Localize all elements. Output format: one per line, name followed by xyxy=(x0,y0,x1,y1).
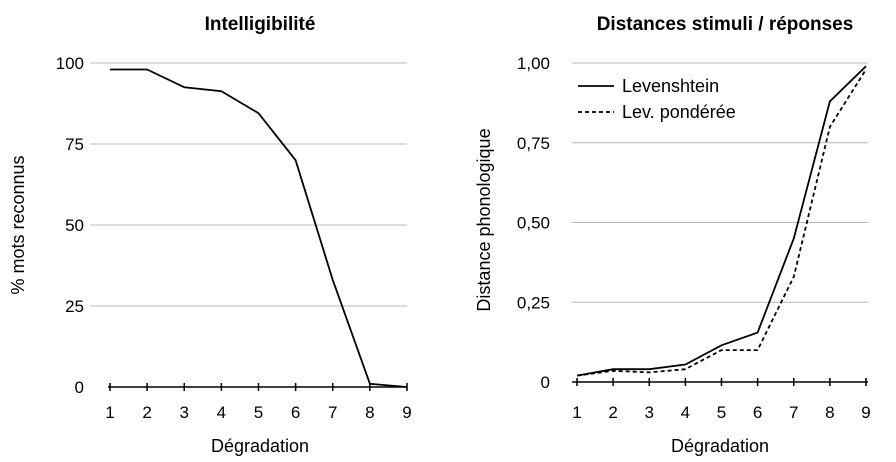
y-axis-label: % mots reconnus xyxy=(8,155,28,294)
y-tick-label: 25 xyxy=(65,297,84,316)
x-axis-label: Dégradation xyxy=(211,436,309,456)
y-tick-label: 75 xyxy=(65,135,84,154)
y-tick-label: 1,00 xyxy=(517,54,550,73)
chart-title: Intelligibilité xyxy=(205,14,316,35)
x-tick-label: 4 xyxy=(217,403,226,422)
x-tick-label: 2 xyxy=(608,403,617,422)
chart-title: Distances stimuli / réponses xyxy=(597,14,854,35)
y-axis-label: Distance phonologique xyxy=(474,128,494,311)
intelligibility-chart: Intelligibilité 0 25 50 75 100 1 2 3 4 5 6 7 8 9 Dég… xyxy=(8,14,412,456)
y-tick-label: 50 xyxy=(65,216,84,235)
x-tick-label: 1 xyxy=(572,403,581,422)
x-tick-label: 5 xyxy=(717,403,726,422)
legend-entry-levenshtein: Levenshtein xyxy=(622,76,719,96)
x-tick-label: 9 xyxy=(402,403,411,422)
y-tick-label: 0,50 xyxy=(517,214,550,233)
y-tick-label: 0 xyxy=(75,378,84,397)
series-line-lev-pond-r-e xyxy=(576,68,867,377)
y-tick-label: 0,25 xyxy=(517,293,550,312)
x-tick-label: 5 xyxy=(254,403,263,422)
y-tick-label: 100 xyxy=(56,54,84,73)
y-tick-label: 0 xyxy=(541,373,550,392)
legend-entry-lev-ponderee: Lev. pondérée xyxy=(622,102,736,122)
legend: Levenshtein Lev. pondérée xyxy=(578,76,736,122)
x-tick-label: 6 xyxy=(291,403,300,422)
x-tick-label: 3 xyxy=(645,403,654,422)
x-tick-label: 1 xyxy=(105,403,114,422)
x-tick-label: 8 xyxy=(825,403,834,422)
x-tick-label: 3 xyxy=(180,403,189,422)
y-tick-label: 0,75 xyxy=(517,134,550,153)
x-tick-label: 2 xyxy=(142,403,151,422)
x-tick-label: 6 xyxy=(753,403,762,422)
x-tick-label: 7 xyxy=(789,403,798,422)
x-tick-label: 9 xyxy=(861,403,870,422)
series-line-series-0 xyxy=(110,68,408,388)
x-tick-label: 7 xyxy=(328,403,337,422)
x-tick-label: 4 xyxy=(681,403,690,422)
x-axis-label: Dégradation xyxy=(671,436,769,456)
x-tick-label: 8 xyxy=(365,403,374,422)
series-line-levenshtein xyxy=(576,65,867,377)
distances-chart: Distances stimuli / réponses 0 0,25 0,50 0,… xyxy=(474,14,871,456)
